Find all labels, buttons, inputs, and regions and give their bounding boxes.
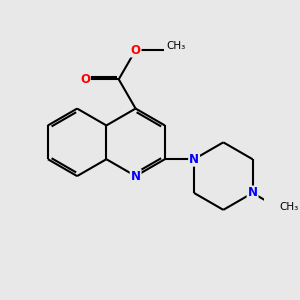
Text: O: O bbox=[80, 73, 90, 86]
Text: CH₃: CH₃ bbox=[167, 41, 186, 51]
Text: N: N bbox=[189, 153, 199, 166]
Text: O: O bbox=[130, 44, 141, 57]
Text: N: N bbox=[130, 169, 141, 183]
Text: N: N bbox=[248, 187, 258, 200]
Text: CH₃: CH₃ bbox=[280, 202, 299, 212]
